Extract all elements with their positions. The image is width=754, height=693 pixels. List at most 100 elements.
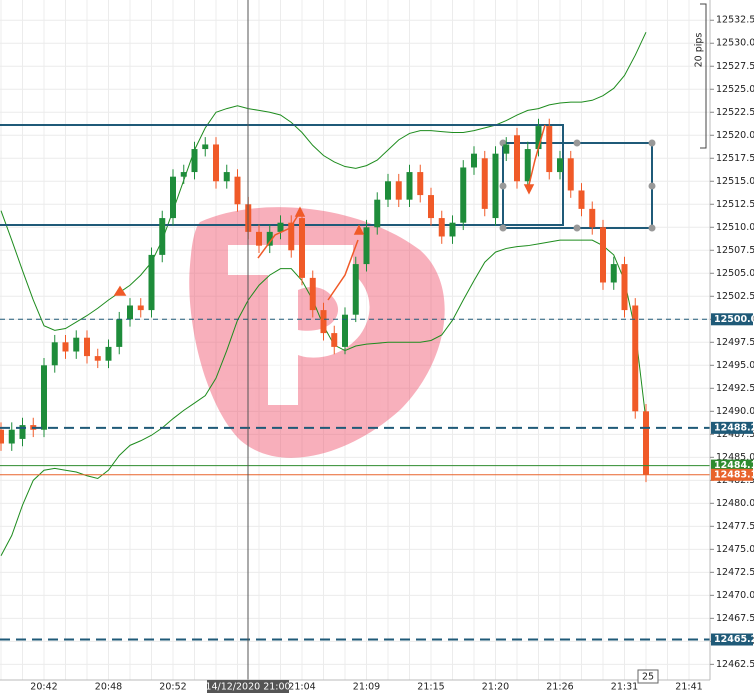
y-tick-label: 12497.5 bbox=[716, 337, 754, 348]
crosshair-badge bbox=[207, 680, 289, 693]
levels bbox=[0, 318, 710, 641]
candle-body bbox=[460, 167, 467, 223]
candle-body bbox=[105, 346, 112, 361]
candle-body bbox=[51, 342, 58, 366]
x-tick-label: 20:52 bbox=[159, 682, 186, 693]
x-tick-label: 21:26 bbox=[546, 682, 573, 693]
y-tick-label: 12512.5 bbox=[716, 199, 754, 210]
y-tick-label: 12467.5 bbox=[716, 613, 754, 624]
candle-body bbox=[159, 218, 166, 255]
candle-body bbox=[567, 158, 574, 191]
y-tick-label: 12522.5 bbox=[716, 107, 754, 118]
level-label: 12488.2 bbox=[714, 422, 754, 433]
x-tick-label: 20:42 bbox=[30, 682, 57, 693]
y-tick-label: 12485.0 bbox=[716, 452, 754, 463]
candle-body bbox=[557, 158, 563, 173]
candle-body bbox=[578, 190, 585, 209]
candle-body bbox=[438, 218, 445, 237]
candle-body bbox=[94, 356, 101, 361]
x-tick-label: 21:41 bbox=[675, 682, 702, 693]
candle-body bbox=[137, 305, 144, 311]
candle-body bbox=[610, 264, 617, 283]
candle-body bbox=[84, 337, 90, 357]
candle-body bbox=[417, 172, 424, 196]
x-axis: 20:42 20:48 20:52 21:04 21:09 21:15 21:20 21:26… bbox=[30, 682, 702, 693]
candle-body bbox=[600, 227, 606, 283]
price-axis bbox=[710, 0, 754, 693]
candle-body bbox=[202, 144, 209, 150]
band-line bbox=[0, 31, 647, 331]
candle-body bbox=[299, 218, 305, 278]
y-tick-label: 12480.0 bbox=[716, 498, 754, 509]
candle-body bbox=[331, 333, 338, 347]
y-tick-label: 12510.0 bbox=[716, 222, 754, 233]
y-tick-label: 12495.0 bbox=[716, 360, 754, 371]
candle-body bbox=[395, 181, 402, 200]
candle-body bbox=[535, 126, 542, 150]
time-axis bbox=[0, 680, 710, 693]
candle-body bbox=[342, 314, 348, 347]
x-tick-label: 21:04 bbox=[288, 682, 315, 693]
handles bbox=[499, 139, 656, 232]
level-badge bbox=[711, 459, 753, 472]
candle-body bbox=[127, 305, 133, 320]
candle-body bbox=[309, 277, 316, 311]
candle-body bbox=[223, 172, 230, 182]
candle-body bbox=[428, 195, 434, 219]
level-label: 12500.0 bbox=[714, 314, 754, 325]
level-badge bbox=[711, 313, 753, 326]
level-label: 12465.2 bbox=[714, 634, 754, 645]
candle-body bbox=[0, 429, 4, 444]
candle-body bbox=[180, 172, 187, 177]
pips-label: 20 pips bbox=[694, 33, 705, 68]
y-tick-label: 12477.5 bbox=[716, 521, 754, 532]
y-tick-label: 12507.5 bbox=[716, 245, 754, 256]
level-badge bbox=[711, 633, 753, 646]
candle-body bbox=[234, 176, 241, 205]
x-tick-label: 21:20 bbox=[482, 682, 509, 693]
candle-body bbox=[62, 342, 69, 352]
countdown: 25 bbox=[642, 672, 654, 683]
candle-body bbox=[589, 208, 596, 228]
y-tick-label: 12515.0 bbox=[716, 176, 754, 187]
y-tick-label: 12502.5 bbox=[716, 291, 754, 302]
candle-body bbox=[524, 149, 531, 182]
y-tick-label: 12490.0 bbox=[716, 406, 754, 417]
level-label: 12484.1 bbox=[714, 460, 754, 471]
y-tick-label: 12492.5 bbox=[716, 383, 754, 394]
candle-body bbox=[514, 135, 520, 182]
candle-body bbox=[492, 153, 499, 219]
candle-body bbox=[449, 222, 456, 237]
y-tick-label: 12530.0 bbox=[716, 38, 754, 49]
candle-body bbox=[8, 429, 15, 444]
crosshair-label: 14/12/2020 21:00 bbox=[205, 682, 290, 693]
candle-body bbox=[41, 365, 47, 430]
signal-arrows bbox=[113, 124, 546, 301]
x-tick-label: 21:09 bbox=[353, 682, 380, 693]
y-tick-label: 12505.0 bbox=[716, 268, 754, 279]
y-tick-label: 12525.0 bbox=[716, 84, 754, 95]
y-tick-label: 12472.5 bbox=[716, 567, 754, 578]
candle-body bbox=[320, 310, 327, 334]
candle-body bbox=[277, 222, 284, 232]
x-tick-label: 21:31 bbox=[611, 682, 638, 693]
candle-body bbox=[213, 144, 219, 182]
y-tick-label: 12517.5 bbox=[716, 153, 754, 164]
candle-body bbox=[621, 264, 628, 311]
candle-body bbox=[288, 222, 295, 251]
candle-body bbox=[116, 319, 123, 347]
watermark bbox=[189, 207, 445, 458]
y-tick-label: 12487.5 bbox=[716, 429, 754, 440]
y-tick-label: 12532.5 bbox=[716, 15, 754, 26]
y-tick-label: 12462.5 bbox=[716, 659, 754, 670]
candle-body bbox=[471, 153, 477, 168]
candle-body bbox=[73, 337, 80, 352]
y-tick-label: 12475.0 bbox=[716, 544, 754, 555]
candle-body bbox=[406, 172, 413, 200]
level-badge bbox=[711, 468, 753, 481]
candle-body bbox=[256, 231, 262, 246]
x-tick-label: 21:15 bbox=[417, 682, 444, 693]
level-label: 12483.1 bbox=[714, 469, 754, 480]
candle-body bbox=[352, 264, 359, 315]
